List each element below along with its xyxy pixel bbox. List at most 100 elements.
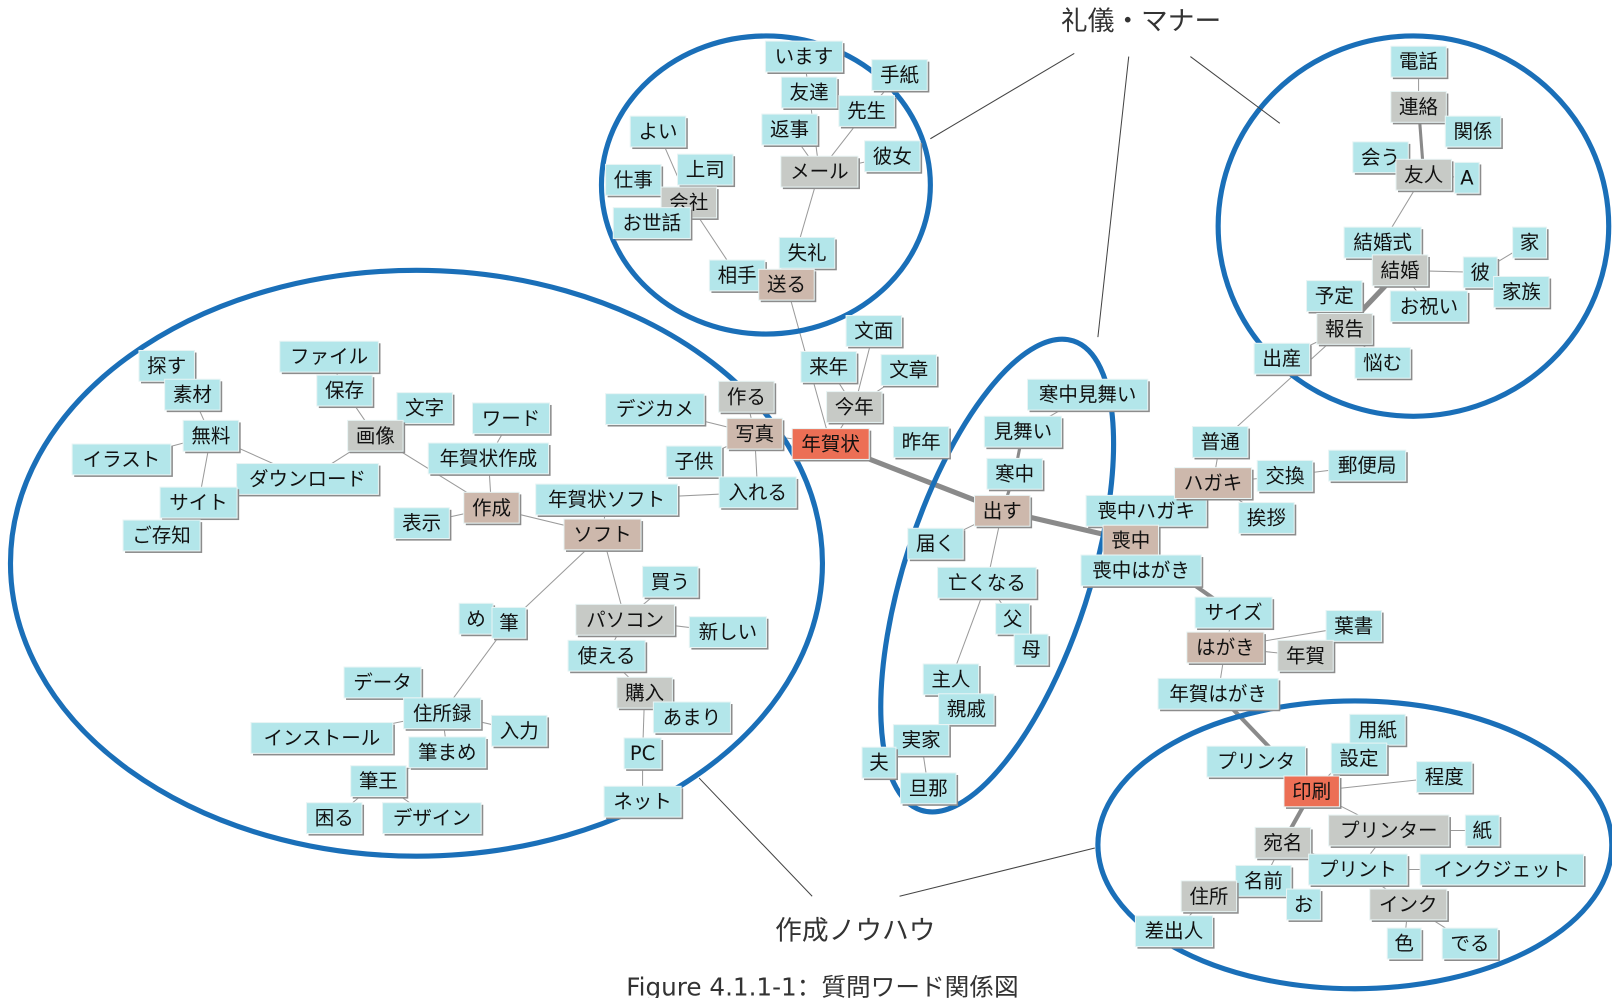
node: 今年 xyxy=(826,391,885,425)
node-label: ネット xyxy=(613,790,672,813)
node-label: 文章 xyxy=(889,359,928,382)
node: 筆 xyxy=(491,606,528,641)
node: ファイル xyxy=(279,340,381,375)
node-label: でる xyxy=(1450,932,1489,955)
node-box xyxy=(403,697,482,730)
node: め xyxy=(458,602,496,637)
group-ellipse xyxy=(7,267,826,859)
node: 程度 xyxy=(1416,761,1475,795)
node-box xyxy=(1238,502,1295,534)
node-label: 住所 xyxy=(1189,885,1228,908)
node-box xyxy=(1306,280,1363,312)
callout-line xyxy=(930,53,1075,140)
node-label: デジカメ xyxy=(616,398,694,421)
node-box xyxy=(1285,888,1321,921)
node: ワード xyxy=(471,402,552,436)
node-box xyxy=(603,785,682,818)
node-label: 住所録 xyxy=(413,702,472,725)
group-ellipse xyxy=(598,33,933,337)
node-box xyxy=(1354,346,1411,379)
node: 画像 xyxy=(347,419,406,454)
node-box xyxy=(892,426,950,458)
node-label: 宛名 xyxy=(1263,831,1302,854)
node: よい xyxy=(629,115,688,150)
node-label: 友達 xyxy=(790,81,829,104)
node-box xyxy=(1194,596,1273,629)
node-box xyxy=(1085,494,1207,527)
node-box xyxy=(1186,631,1265,664)
node-label: サイズ xyxy=(1205,601,1263,624)
node: 紙 xyxy=(1464,814,1502,848)
node-label: 名前 xyxy=(1244,869,1283,892)
node-box xyxy=(138,349,195,382)
node-label: データ xyxy=(353,671,412,694)
caption: Figure 4.1.1-1：質問ワード関係図 xyxy=(626,973,1018,998)
node-label: 作成 xyxy=(472,496,511,519)
node-label: 上司 xyxy=(686,158,725,181)
node: 使える xyxy=(567,639,648,674)
node-box xyxy=(1512,226,1548,259)
node-box xyxy=(1441,927,1499,960)
node-label: 返事 xyxy=(770,118,809,141)
node-label: ファイル xyxy=(290,345,368,368)
node-label: 無料 xyxy=(191,424,230,447)
node-label: 母 xyxy=(1021,638,1041,661)
node: 送る xyxy=(758,268,817,303)
node-label: 程度 xyxy=(1425,766,1464,789)
node: PC xyxy=(623,737,664,771)
node-box xyxy=(612,207,691,239)
node: 電話 xyxy=(1390,45,1449,80)
node: データ xyxy=(343,666,424,700)
node: ネット xyxy=(603,785,684,820)
node-label: 電話 xyxy=(1399,50,1438,73)
node-label: プリンター xyxy=(1340,819,1438,842)
node-box xyxy=(1191,426,1249,458)
node-box xyxy=(605,163,662,196)
node: 結婚式 xyxy=(1343,226,1424,261)
node-label: 年賀状ソフト xyxy=(548,488,665,511)
node-box xyxy=(1464,814,1500,847)
node-label: 昨年 xyxy=(902,430,941,453)
node-label: インストール xyxy=(264,726,381,749)
node: ハガキ xyxy=(1173,467,1254,501)
node-box xyxy=(995,602,1031,635)
node-box xyxy=(1390,45,1447,78)
node-label: 設定 xyxy=(1339,747,1378,770)
node: 作る xyxy=(718,380,777,415)
node-box xyxy=(780,76,838,109)
node: 先生 xyxy=(838,95,897,129)
node-label: イラスト xyxy=(83,448,161,471)
node-box xyxy=(983,415,1062,448)
node-box xyxy=(471,402,551,435)
node: 家 xyxy=(1512,226,1549,261)
node-label: 父 xyxy=(1003,607,1023,630)
node-box xyxy=(688,616,767,649)
node-box xyxy=(1013,633,1049,666)
node-label: 印刷 xyxy=(1292,780,1331,803)
node-label: 結婚式 xyxy=(1353,231,1412,254)
node: 困る xyxy=(305,802,365,836)
node-box xyxy=(427,442,550,475)
node-box xyxy=(490,714,548,747)
node-box xyxy=(677,153,734,186)
node-label: 悩む xyxy=(1363,351,1402,374)
node-box xyxy=(1253,342,1311,375)
node-box xyxy=(316,374,373,407)
node-box xyxy=(758,268,815,301)
node-label: 夫 xyxy=(869,751,889,774)
node-box xyxy=(343,666,422,699)
node: 写真 xyxy=(726,417,785,452)
node: お xyxy=(1285,888,1323,922)
node: 無料 xyxy=(182,419,241,454)
node-box xyxy=(1349,713,1406,746)
node: 仕事 xyxy=(605,163,664,198)
node-label: PC xyxy=(630,742,655,765)
node-box xyxy=(1235,864,1292,897)
node: 関係 xyxy=(1444,115,1503,150)
node: 葉書 xyxy=(1325,610,1384,644)
node-box xyxy=(347,419,404,452)
node: 出産 xyxy=(1253,342,1312,377)
node: 買う xyxy=(642,565,701,600)
node: 新しい xyxy=(688,616,769,650)
node-box xyxy=(1328,449,1407,482)
